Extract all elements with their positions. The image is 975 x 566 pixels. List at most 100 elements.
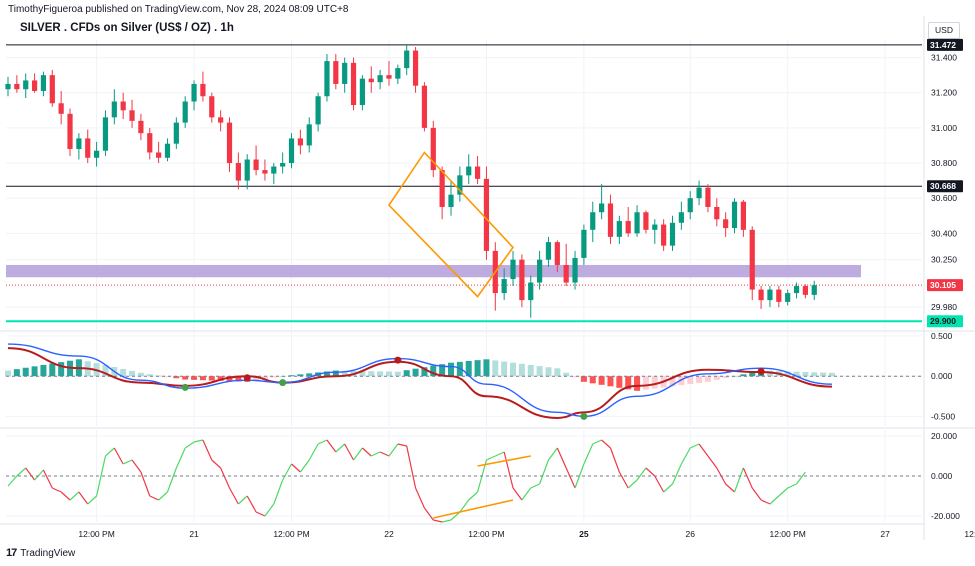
macd-histogram-bar (22, 367, 29, 377)
oscillator-segment (574, 463, 585, 489)
oscillator-segment (299, 459, 310, 473)
macd-histogram-bar (545, 367, 552, 377)
macd-histogram-bar (129, 370, 136, 377)
candle-body (545, 242, 552, 260)
price-tick-label: 31.400 (931, 53, 957, 63)
macd-histogram-bar (518, 363, 525, 377)
candle-body (23, 80, 29, 90)
candle-body (669, 222, 676, 246)
oscillator-segment (796, 471, 806, 485)
oscillator-segment (760, 499, 771, 505)
candle-body (793, 286, 800, 294)
oscillator-segment (255, 511, 266, 517)
macd-tick-label: -0.500 (931, 411, 955, 421)
currency-button[interactable]: USD (928, 22, 960, 39)
oscillator-segment (680, 447, 691, 465)
oscillator-segment (415, 487, 425, 509)
macd-histogram-bar (634, 376, 641, 391)
candle-body (625, 221, 631, 234)
macd-histogram-bar (439, 364, 446, 377)
oscillator-segment (778, 487, 789, 497)
oscillator-segment (60, 491, 71, 501)
macd-histogram-bar (164, 376, 171, 378)
oscillator-segment (433, 519, 443, 523)
macd-histogram-bar (687, 376, 694, 385)
macd-histogram-bar (669, 376, 676, 387)
oscillator-segment (539, 459, 550, 485)
macd-histogram-bar (784, 371, 791, 377)
candle-body (563, 264, 569, 283)
candle-body (138, 120, 144, 134)
oscillator-segment (34, 469, 44, 481)
price-level-label: 30.105 (930, 280, 956, 290)
oscillator-segment (264, 503, 275, 517)
divergence-line (433, 499, 514, 519)
candle-body (723, 219, 729, 229)
oscillator-segment (291, 463, 301, 473)
chart-title: SILVER . CFDs on Silver (US$ / OZ) . 1h (20, 22, 234, 34)
macd-histogram-bar (704, 376, 711, 382)
macd-histogram-bar (828, 372, 835, 377)
oscillator-segment (636, 467, 647, 481)
oscillator-segment (113, 447, 124, 465)
candle-body (120, 101, 126, 111)
macd-histogram-bar (182, 376, 189, 380)
price-tick-label: 30.600 (931, 193, 957, 203)
macd-histogram-bar (120, 368, 127, 377)
time-tick-label: 12:00 PM (769, 529, 805, 539)
macd-histogram-bar (5, 370, 11, 377)
oscillator-segment (397, 443, 407, 447)
candle-body (377, 75, 383, 83)
macd-histogram-bar (501, 361, 508, 377)
candle-body (661, 224, 667, 246)
candle-body (200, 83, 206, 97)
macd-histogram-bar (607, 376, 614, 387)
macd-tick-label: 0.500 (931, 331, 953, 341)
candle-body (350, 62, 357, 106)
oscillator-segment (601, 439, 611, 449)
candle-body (262, 170, 268, 174)
macd-histogram-bar (811, 372, 818, 377)
macd-histogram-bar (740, 374, 747, 377)
candle-body (572, 257, 578, 283)
oscillator-segment (69, 491, 80, 501)
time-tick-label: 22 (384, 529, 394, 539)
candle-body (731, 201, 738, 229)
macd-histogram-bar (58, 362, 65, 377)
oscillator-segment (379, 451, 390, 457)
price-tick-label: 30.400 (931, 228, 957, 238)
oscillator-segment (122, 459, 133, 465)
macd-histogram-bar (563, 372, 570, 377)
oscillator-segment (149, 495, 159, 501)
candle-body (599, 203, 605, 213)
macd-crossover-dot (181, 383, 189, 391)
tradingview-logo[interactable]: 17 TradingView (6, 547, 75, 559)
macd-histogram-bar (297, 374, 304, 377)
oscillator-segment (228, 487, 239, 505)
candle-body (359, 78, 365, 106)
candle-body (102, 117, 109, 151)
macd-crossover-dot (757, 367, 765, 375)
macd-crossover-dot (279, 379, 287, 387)
oscillator-segment (495, 451, 505, 457)
candle-body (156, 152, 162, 158)
candle-body (590, 212, 596, 230)
macd-histogram-bar (598, 376, 605, 385)
macd-histogram-bar (385, 371, 392, 377)
macd-histogram-bar (137, 372, 144, 377)
macd-histogram-bar (403, 370, 410, 377)
candle-body (129, 110, 135, 121)
price-level-badge (927, 315, 963, 328)
oscillator-segment (442, 519, 452, 523)
oscillator-segment (654, 475, 665, 493)
oscillator-segment (158, 491, 168, 501)
candle-body (607, 203, 614, 237)
macd-histogram-bar (474, 360, 481, 377)
oscillator-segment (725, 483, 735, 493)
oscillator-segment (105, 447, 115, 457)
oscillator-segment (609, 447, 620, 473)
macd-histogram-bar (421, 367, 428, 377)
candle-body (315, 96, 321, 125)
candle-body (439, 170, 445, 207)
